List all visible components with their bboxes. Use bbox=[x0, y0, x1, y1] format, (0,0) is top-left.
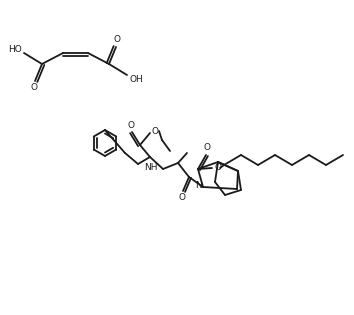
Text: OH: OH bbox=[129, 75, 143, 83]
Text: O: O bbox=[127, 122, 135, 130]
Text: O: O bbox=[152, 127, 159, 135]
Text: O: O bbox=[215, 163, 222, 173]
Text: NH: NH bbox=[144, 163, 158, 171]
Text: O: O bbox=[114, 36, 120, 44]
Text: O: O bbox=[204, 144, 211, 152]
Text: HO: HO bbox=[8, 44, 22, 54]
Text: O: O bbox=[178, 193, 185, 203]
Text: O: O bbox=[30, 83, 38, 93]
Text: N: N bbox=[195, 181, 201, 191]
